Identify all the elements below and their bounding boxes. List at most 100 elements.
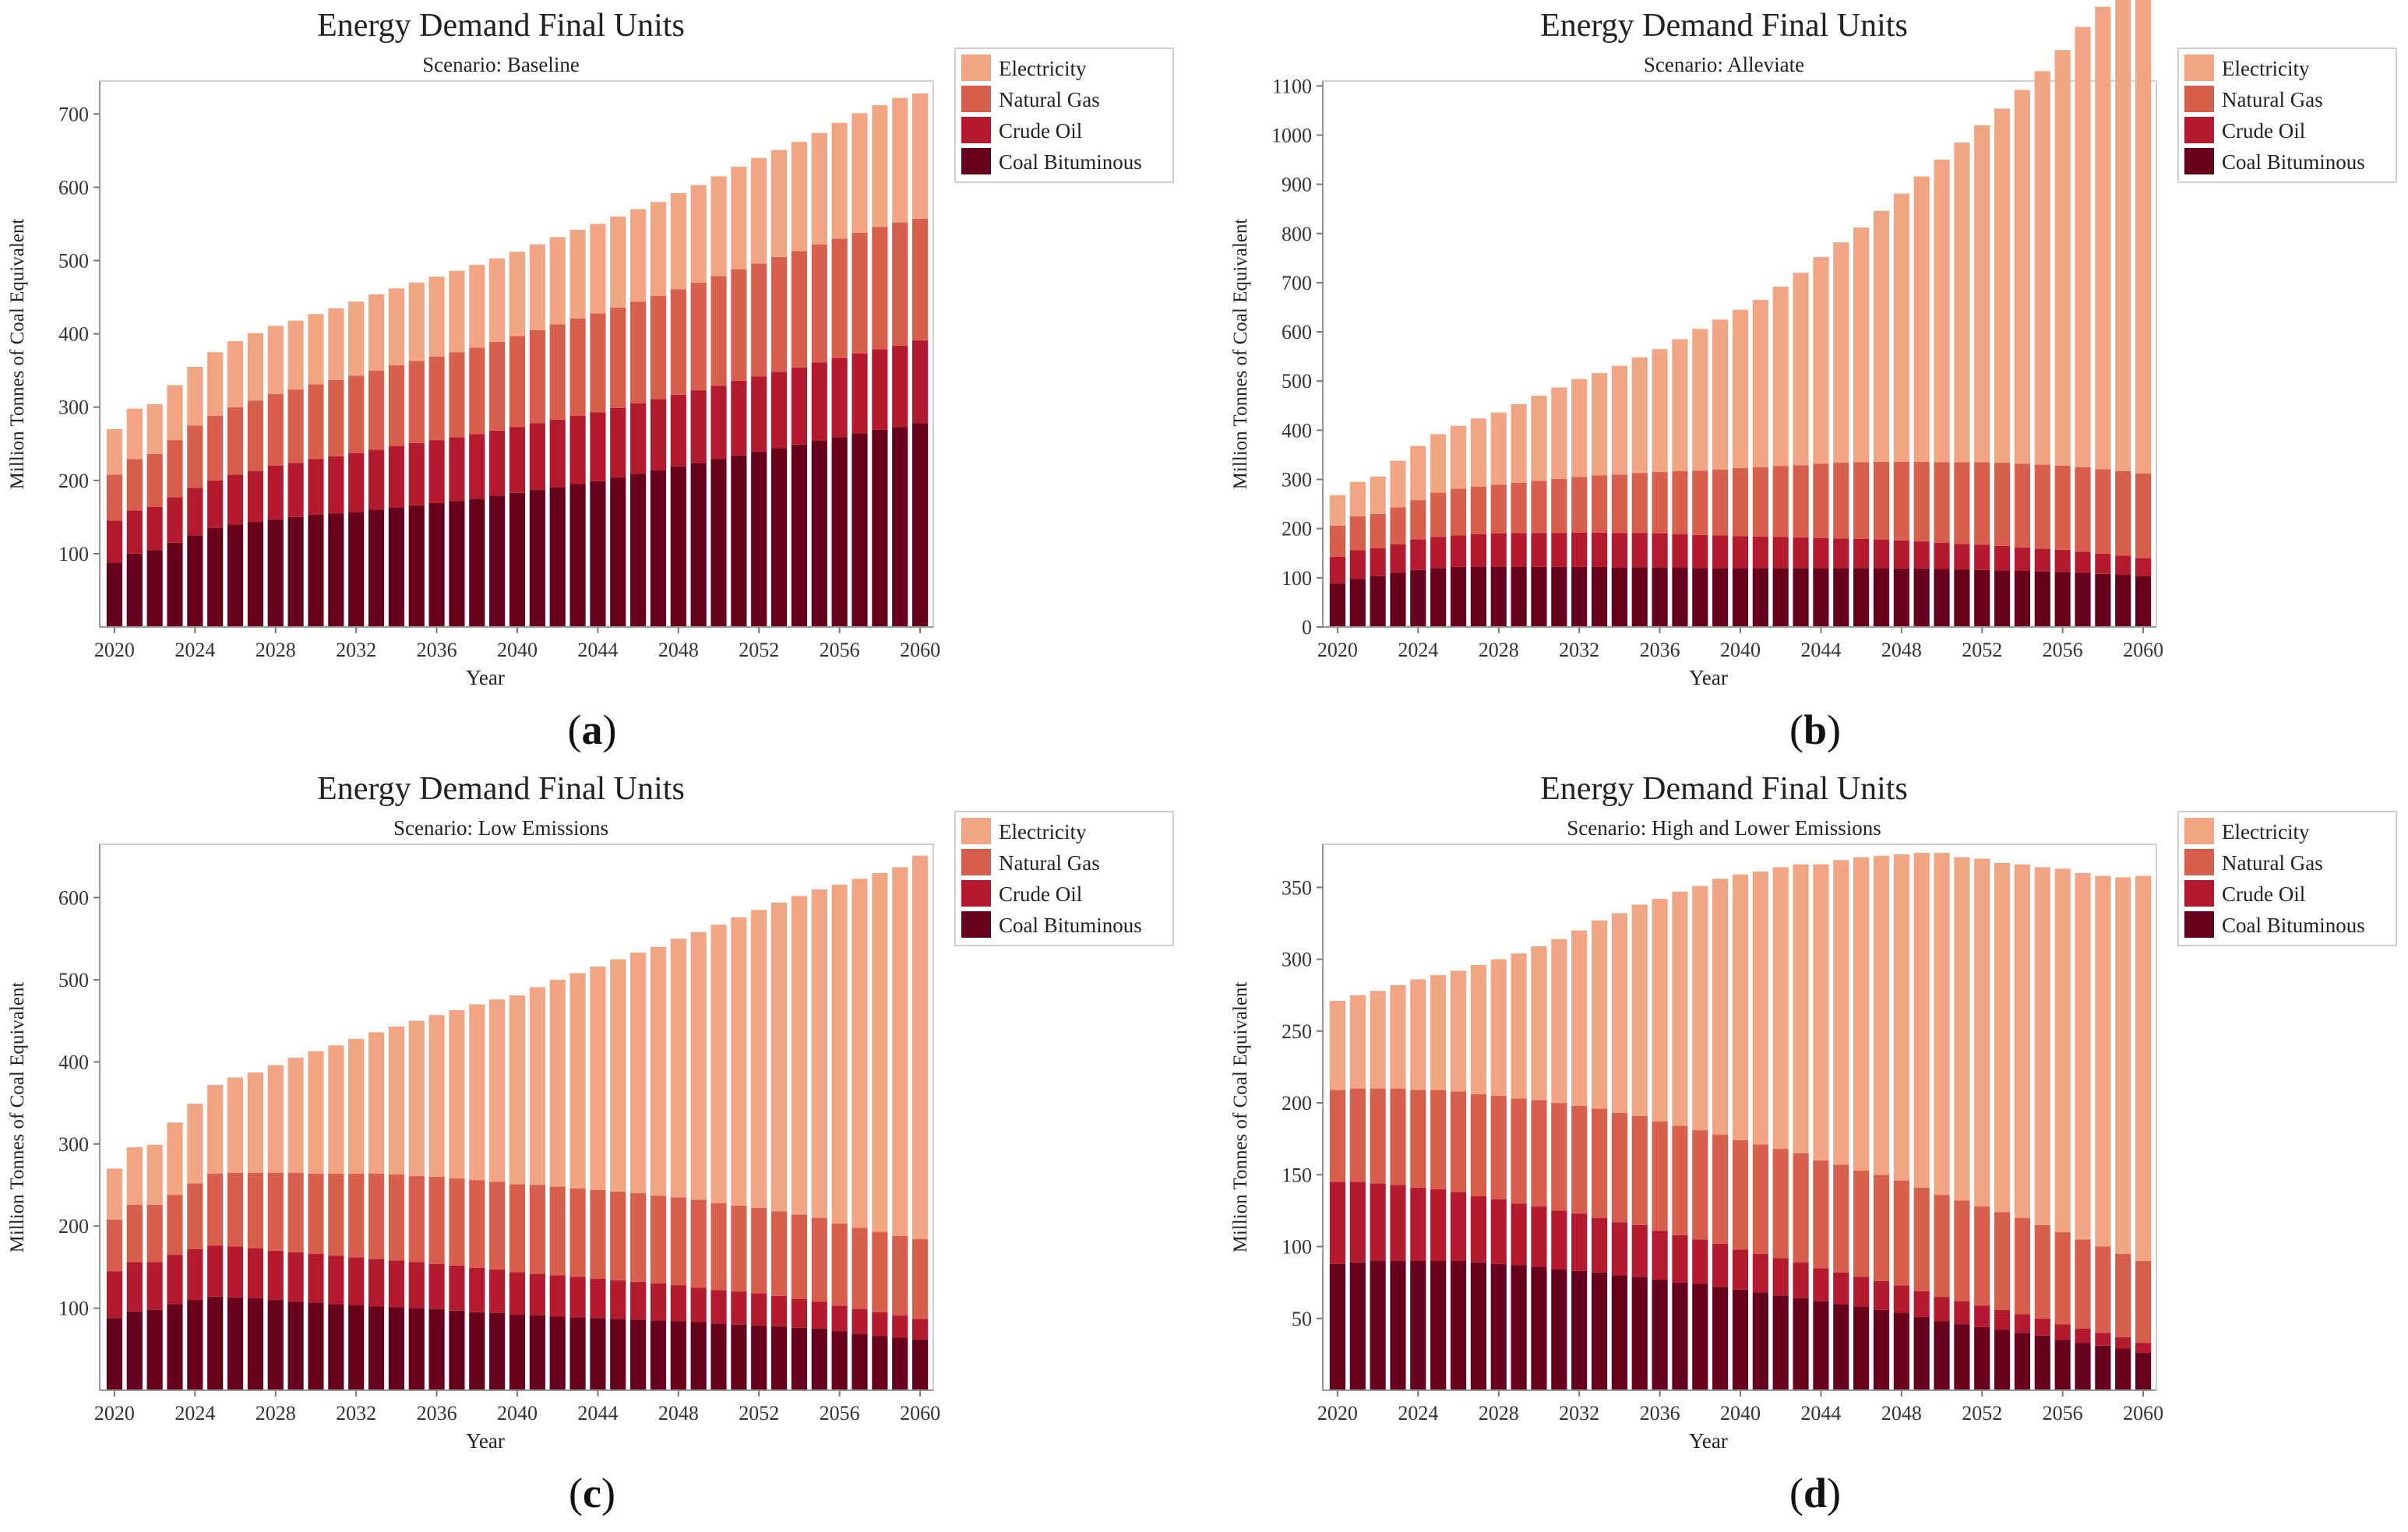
legend-box [2177, 811, 2397, 946]
bar-electricity [1934, 853, 1950, 1196]
bar-natural-gas [751, 263, 767, 377]
y-tick-label: 700 [58, 103, 89, 125]
bar-crude-oil [1370, 548, 1386, 576]
bar-coal-bituminous [710, 459, 727, 627]
y-tick-label: 1100 [1272, 75, 1312, 97]
legend-box [954, 48, 1174, 183]
bar-crude-oil [2075, 551, 2091, 573]
bar-crude-oil [1490, 1199, 1507, 1264]
panel-label-letter: c [583, 1470, 601, 1516]
bar-electricity [167, 385, 183, 441]
bar-crude-oil [187, 1248, 203, 1301]
bar-crude-oil [549, 419, 566, 488]
bar-coal-bituminous [1692, 1284, 1708, 1390]
bar-natural-gas [1490, 484, 1507, 534]
x-tick-label: 2052 [1962, 639, 2002, 661]
bar-electricity [771, 150, 788, 257]
bar-crude-oil [1934, 543, 1950, 569]
bar-coal-bituminous [791, 444, 808, 627]
x-tick-label: 2048 [658, 1402, 699, 1425]
bar-natural-gas [1410, 1090, 1426, 1188]
bar-crude-oil [751, 1293, 767, 1326]
bar-coal-bituminous [187, 1300, 203, 1390]
bar-natural-gas [1913, 461, 1930, 542]
bar-crude-oil [1511, 1203, 1527, 1266]
bar-coal-bituminous [2075, 1343, 2091, 1390]
bar-natural-gas [529, 1185, 545, 1274]
y-tick-label: 100 [58, 1298, 89, 1320]
bar-crude-oil [831, 1305, 848, 1332]
bar-electricity [267, 326, 284, 394]
bar-electricity [1752, 872, 1768, 1145]
bar-electricity [388, 288, 404, 366]
bar-coal-bituminous [1752, 568, 1768, 627]
bar-coal-bituminous [2095, 573, 2111, 627]
bar-natural-gas [1772, 1149, 1789, 1259]
x-tick-label: 2048 [658, 639, 699, 661]
bar-electricity [469, 265, 485, 348]
bar-crude-oil [731, 1291, 747, 1325]
bar-coal-bituminous [1430, 568, 1447, 627]
bar-coal-bituminous [751, 1325, 767, 1390]
chart-panel-c: Energy Demand Final Units Scenario: Low E… [0, 763, 1184, 1527]
bar-coal-bituminous [489, 495, 506, 627]
bar-coal-bituminous [247, 522, 263, 627]
bar-electricity [408, 282, 425, 361]
legend-label: Crude Oil [999, 882, 1082, 906]
bar-natural-gas [1913, 1187, 1930, 1291]
bar-crude-oil [1672, 1234, 1688, 1283]
bar-crude-oil [1329, 556, 1346, 584]
y-tick-label: 250 [1282, 1020, 1312, 1043]
y-tick-label: 350 [1282, 876, 1312, 899]
bar-natural-gas [811, 244, 827, 363]
bar-electricity [106, 428, 123, 475]
bar-natural-gas [368, 370, 385, 450]
bar-coal-bituminous [1511, 566, 1527, 627]
bar-crude-oil [328, 1256, 344, 1305]
bar-natural-gas [731, 269, 747, 381]
bar-electricity [1490, 412, 1507, 485]
bar-natural-gas [549, 324, 566, 420]
bar-crude-oil [650, 399, 667, 470]
bar-coal-bituminous [1712, 568, 1729, 627]
bar-electricity [630, 209, 647, 302]
bar-crude-oil [811, 1301, 827, 1329]
bar-coal-bituminous [227, 524, 244, 627]
bar-electricity [1652, 899, 1668, 1122]
bar-crude-oil [549, 1275, 566, 1317]
bar-electricity [731, 167, 747, 269]
bar-crude-oil [892, 1315, 908, 1338]
bar-electricity [2135, 875, 2152, 1261]
bar-crude-oil [771, 372, 788, 449]
x-tick-label: 2060 [2123, 639, 2163, 661]
legend-label: Coal Bituminous [999, 914, 1142, 937]
x-tick-label: 2060 [2123, 1402, 2163, 1425]
bar-crude-oil [630, 1281, 647, 1320]
bar-crude-oil [207, 1245, 224, 1297]
bar-natural-gas [1893, 461, 1909, 541]
bar-coal-bituminous [449, 501, 465, 627]
bar-coal-bituminous [1853, 1307, 1870, 1390]
bar-crude-oil [449, 1265, 465, 1311]
bar-coal-bituminous [2014, 1333, 2031, 1390]
bar-crude-oil [287, 1252, 304, 1302]
bar-electricity [1571, 930, 1588, 1106]
bar-natural-gas [911, 218, 929, 341]
bar-coal-bituminous [449, 1310, 465, 1390]
chart-subtitle: Scenario: Baseline [422, 53, 580, 76]
bar-coal-bituminous [630, 474, 647, 627]
bar-crude-oil [146, 506, 163, 551]
legend-swatch [2184, 117, 2214, 143]
bar-electricity [872, 105, 888, 227]
bar-electricity [1450, 425, 1467, 489]
bar-natural-gas [710, 276, 727, 386]
bar-electricity [1954, 857, 1970, 1201]
bar-electricity [1994, 862, 2011, 1213]
bar-electricity [1551, 939, 1567, 1104]
bar-coal-bituminous [1672, 567, 1688, 627]
bar-coal-bituminous [911, 423, 929, 627]
bar-coal-bituminous [1349, 1262, 1366, 1390]
bar-natural-gas [650, 295, 667, 400]
bar-natural-gas [690, 1199, 707, 1288]
bar-crude-oil [1349, 1182, 1366, 1263]
